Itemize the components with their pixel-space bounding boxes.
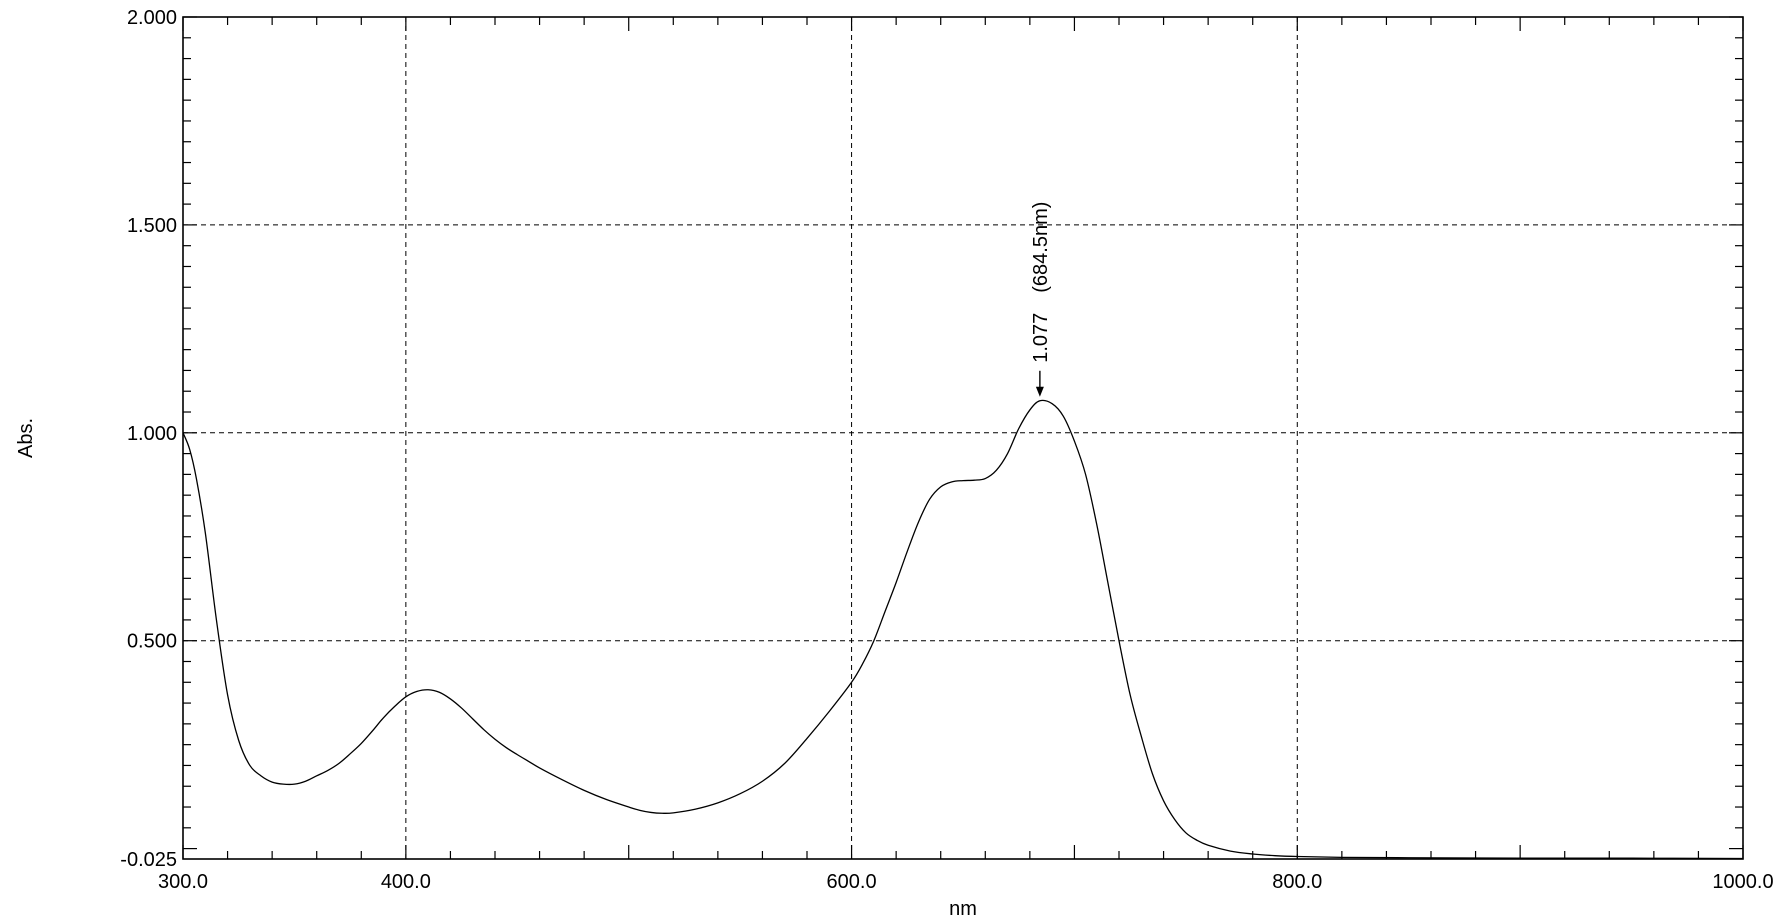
y-axis-label: Abs. <box>15 418 37 458</box>
x-axis-label: nm <box>949 898 977 920</box>
tick-labels: 300.0 400.0 600.0 800.0 1000.0 -0.025 0.500 1.0… <box>120 7 1773 893</box>
x-tick-label: 300.0 <box>158 871 208 893</box>
x-tick-label: 400.0 <box>381 871 431 893</box>
peak-annotation-label: 1.077 (684.5nm) <box>1030 202 1052 363</box>
x-tick-label: 1000.0 <box>1712 871 1773 893</box>
peak-arrow-head <box>1035 386 1044 397</box>
annotation-layer: 1.077 (684.5nm) <box>1030 202 1052 397</box>
grid-lines <box>183 17 1743 860</box>
y-tick-label: 0.500 <box>127 631 177 653</box>
axis-ticks <box>182 16 1744 859</box>
series-line <box>182 399 1744 860</box>
series-layer <box>182 399 1744 860</box>
y-tick-label: 1.000 <box>127 423 177 445</box>
x-tick-label: 600.0 <box>827 871 877 893</box>
x-tick-label: 800.0 <box>1272 871 1322 893</box>
y-tick-label: 1.500 <box>127 215 177 237</box>
plot-frame <box>182 16 1744 860</box>
y-tick-label: 2.000 <box>127 7 177 29</box>
y-tick-label: -0.025 <box>120 849 177 871</box>
